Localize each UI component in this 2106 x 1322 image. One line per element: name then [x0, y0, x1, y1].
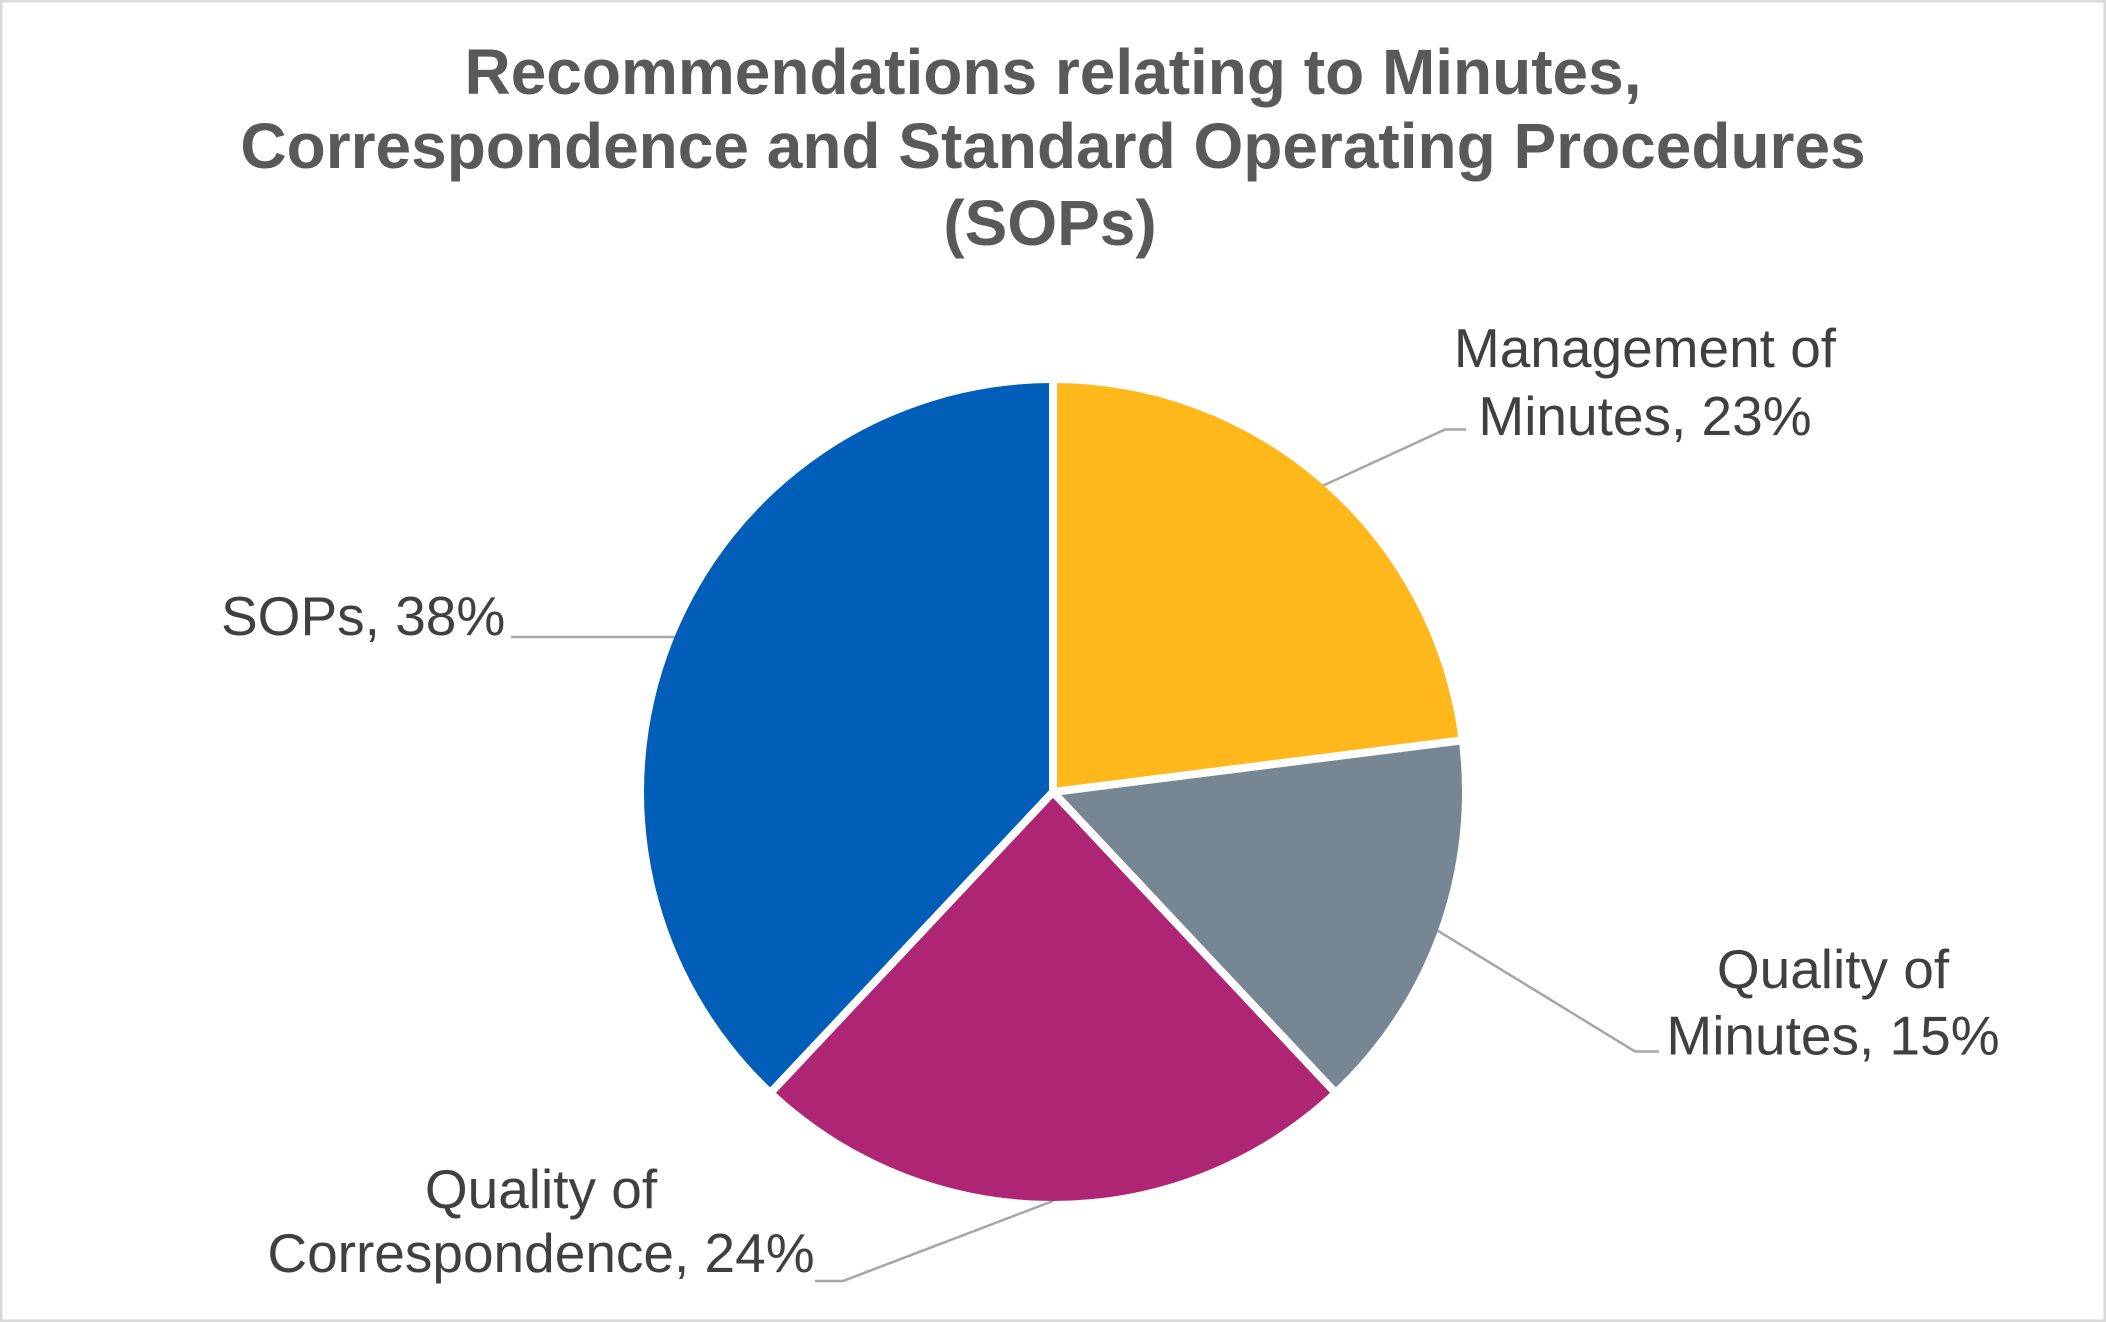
svg-text:Quality of: Quality of [425, 1158, 658, 1220]
svg-text:Minutes, 23%: Minutes, 23% [1478, 385, 1811, 447]
svg-text:Quality of: Quality of [1717, 938, 1950, 1000]
svg-text:Management of: Management of [1454, 317, 1837, 379]
svg-text:Recommendations relating to Mi: Recommendations relating to Minutes, [464, 36, 1641, 108]
svg-text:Correspondence, 24%: Correspondence, 24% [267, 1222, 814, 1284]
svg-text:Correspondence and Standard Op: Correspondence and Standard Operating Pr… [240, 110, 1865, 182]
svg-text:(SOPs): (SOPs) [943, 187, 1156, 259]
svg-text:Minutes, 15%: Minutes, 15% [1666, 1005, 1999, 1067]
svg-text:SOPs, 38%: SOPs, 38% [221, 585, 505, 647]
